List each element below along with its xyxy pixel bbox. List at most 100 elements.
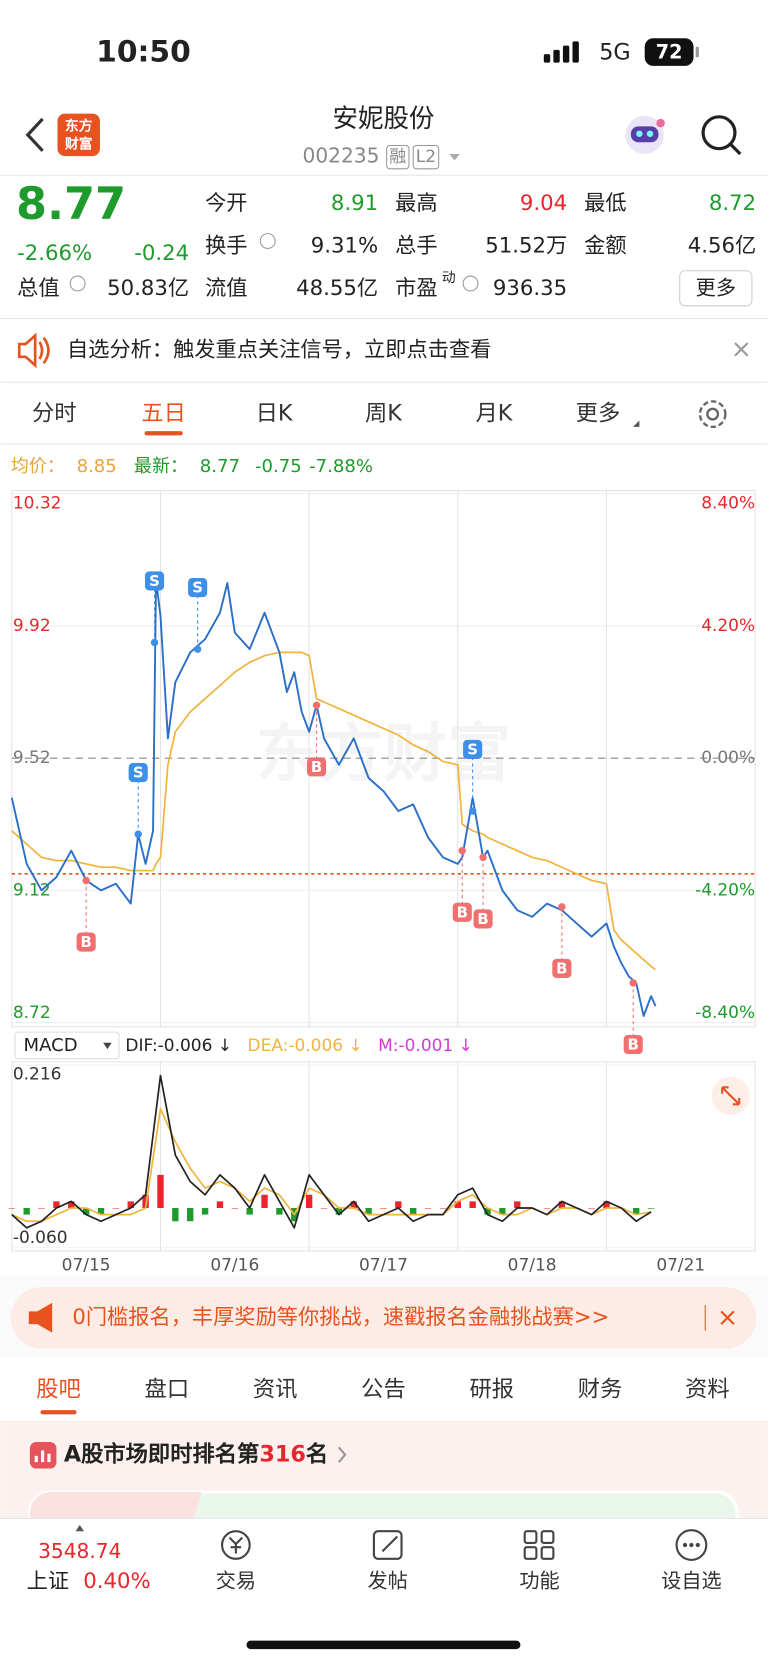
info-icon[interactable] (462, 275, 479, 292)
field-value: 8.72 (709, 191, 756, 216)
macd-bar (187, 1207, 194, 1222)
avg-label: 均价： (11, 456, 65, 477)
signal-badge (76, 932, 96, 952)
macd-bar (335, 1207, 343, 1215)
x-tick-label: 07/18 (508, 1256, 557, 1276)
expand-icon[interactable] (75, 1524, 85, 1532)
chart-tab[interactable]: 月K (475, 401, 513, 427)
field-value: 4.56亿 (688, 233, 756, 258)
info-tab[interactable]: 资料 (685, 1376, 730, 1402)
settings-button[interactable] (698, 400, 727, 429)
chart-tab[interactable]: 日K (256, 401, 294, 427)
dropdown-icon[interactable] (449, 153, 460, 161)
ranking-number[interactable]: 316 (259, 1441, 306, 1467)
macd-bar (246, 1207, 253, 1215)
last-change-pct: -7.88% (309, 456, 373, 477)
ranking-text[interactable]: 名 (306, 1440, 328, 1467)
signal-badge (307, 757, 327, 777)
chart-tab[interactable]: 五日 (141, 401, 186, 427)
ranking-text[interactable]: A股市场即时排名第 (64, 1440, 260, 1467)
macd-bar (8, 1207, 16, 1209)
signal-label: S (192, 579, 203, 597)
indicator-name[interactable]: MACD (23, 1035, 77, 1056)
macd-bar (499, 1207, 506, 1215)
more-button-text[interactable]: 更多 (696, 275, 736, 299)
macd-bar (231, 1207, 238, 1209)
macd-chart: -0.060 0.216 DIF:-0.006 ↓ DEA:-0.006 ↓ M:-0.… (8, 1036, 756, 1276)
assistant-avatar[interactable] (625, 115, 665, 154)
macd-bar (469, 1201, 476, 1208)
nav-item[interactable]: 功能 (519, 1569, 559, 1593)
signal-label: B (457, 903, 468, 921)
series-line (11, 1074, 652, 1229)
macd-bar (201, 1207, 209, 1215)
macd-bar (365, 1207, 372, 1215)
search-button[interactable] (701, 115, 742, 156)
signal-point (629, 979, 637, 987)
field-value: 51.52万 (485, 233, 567, 258)
back-button[interactable] (25, 117, 44, 152)
info-tab[interactable]: 盘口 (145, 1376, 190, 1402)
signal-badge (473, 909, 493, 929)
status-time: 10:50 (96, 35, 191, 70)
index-change[interactable]: 0.40% (83, 1569, 150, 1594)
expand-icon[interactable] (721, 1086, 741, 1106)
indicator-legend: M:-0.001 ↓ (378, 1036, 473, 1056)
index-value[interactable]: 3548.74 (38, 1539, 121, 1563)
macd-bar (603, 1201, 610, 1208)
field-label: 总值 (17, 276, 59, 301)
index-name[interactable]: 上证 (27, 1569, 69, 1594)
chart-tabs: 分时 五日 日K 周K 月K 更多 (32, 401, 640, 436)
more-button[interactable] (679, 270, 753, 307)
dropdown-icon[interactable] (103, 1042, 112, 1050)
y2-tick-label: -4.20% (695, 880, 755, 900)
nav-item[interactable]: 发帖 (368, 1569, 408, 1593)
chevron[interactable] (337, 1446, 347, 1463)
promo-banner[interactable] (10, 1286, 757, 1349)
chart-tab[interactable]: 分时 (32, 401, 77, 427)
signal-label: B (556, 960, 567, 978)
badge-text: 融 (389, 147, 406, 167)
macd-bar (647, 1207, 655, 1209)
field-value: 50.83亿 (107, 276, 189, 301)
stock-name: 安妮股份 (333, 104, 435, 134)
signal-label: B (311, 758, 322, 776)
macd-bar (172, 1207, 179, 1222)
signal-icon (543, 41, 579, 63)
info-tab[interactable]: 财务 (578, 1376, 623, 1402)
nav-item[interactable]: 交易 (216, 1569, 256, 1593)
info-tab[interactable]: 资讯 (253, 1376, 298, 1402)
info-icon[interactable] (259, 233, 276, 250)
info-tab[interactable]: 公告 (361, 1376, 406, 1402)
battery-level: 72 (656, 41, 683, 64)
indicator-select[interactable] (14, 1031, 120, 1060)
info-icon[interactable] (69, 275, 86, 292)
macd-bar (97, 1207, 105, 1215)
info-tab[interactable]: 股吧 (36, 1376, 81, 1402)
signal-label: S (467, 741, 478, 759)
field-label: 最高 (395, 191, 437, 216)
nav-icons (221, 1529, 708, 1561)
field-label: 金额 (584, 233, 626, 258)
chart-tab[interactable]: 更多 (576, 401, 621, 427)
alert-text[interactable]: 自选分析：触发重点关注信号，立即点击查看 (67, 337, 491, 362)
chart-tab[interactable]: 周K (365, 401, 403, 427)
change: -0.24 (134, 241, 189, 266)
promo-text[interactable]: 0门槛报名，丰厚奖励等你挑战，速戳报名金融挑战赛>> (72, 1305, 609, 1330)
info-tabs: 股吧 盘口 资讯 公告 研报 财务 资料 (36, 1376, 730, 1415)
series-line (10, 578, 657, 1017)
badge (412, 144, 440, 170)
nav-item[interactable]: 设自选 (661, 1569, 721, 1593)
field-label: 市盈 (395, 276, 437, 301)
close-button[interactable] (734, 342, 749, 357)
indicator-legend: DEA:-0.006 ↓ (248, 1036, 363, 1056)
close-button[interactable] (720, 1310, 735, 1325)
signal-badge (463, 739, 483, 760)
logo-text: 财富 (65, 135, 93, 152)
logo (57, 113, 100, 157)
macd-bar (53, 1201, 60, 1208)
more-arrow (633, 420, 640, 427)
x-tick-label: 07/17 (359, 1256, 408, 1276)
info-tab[interactable]: 研报 (469, 1376, 514, 1402)
